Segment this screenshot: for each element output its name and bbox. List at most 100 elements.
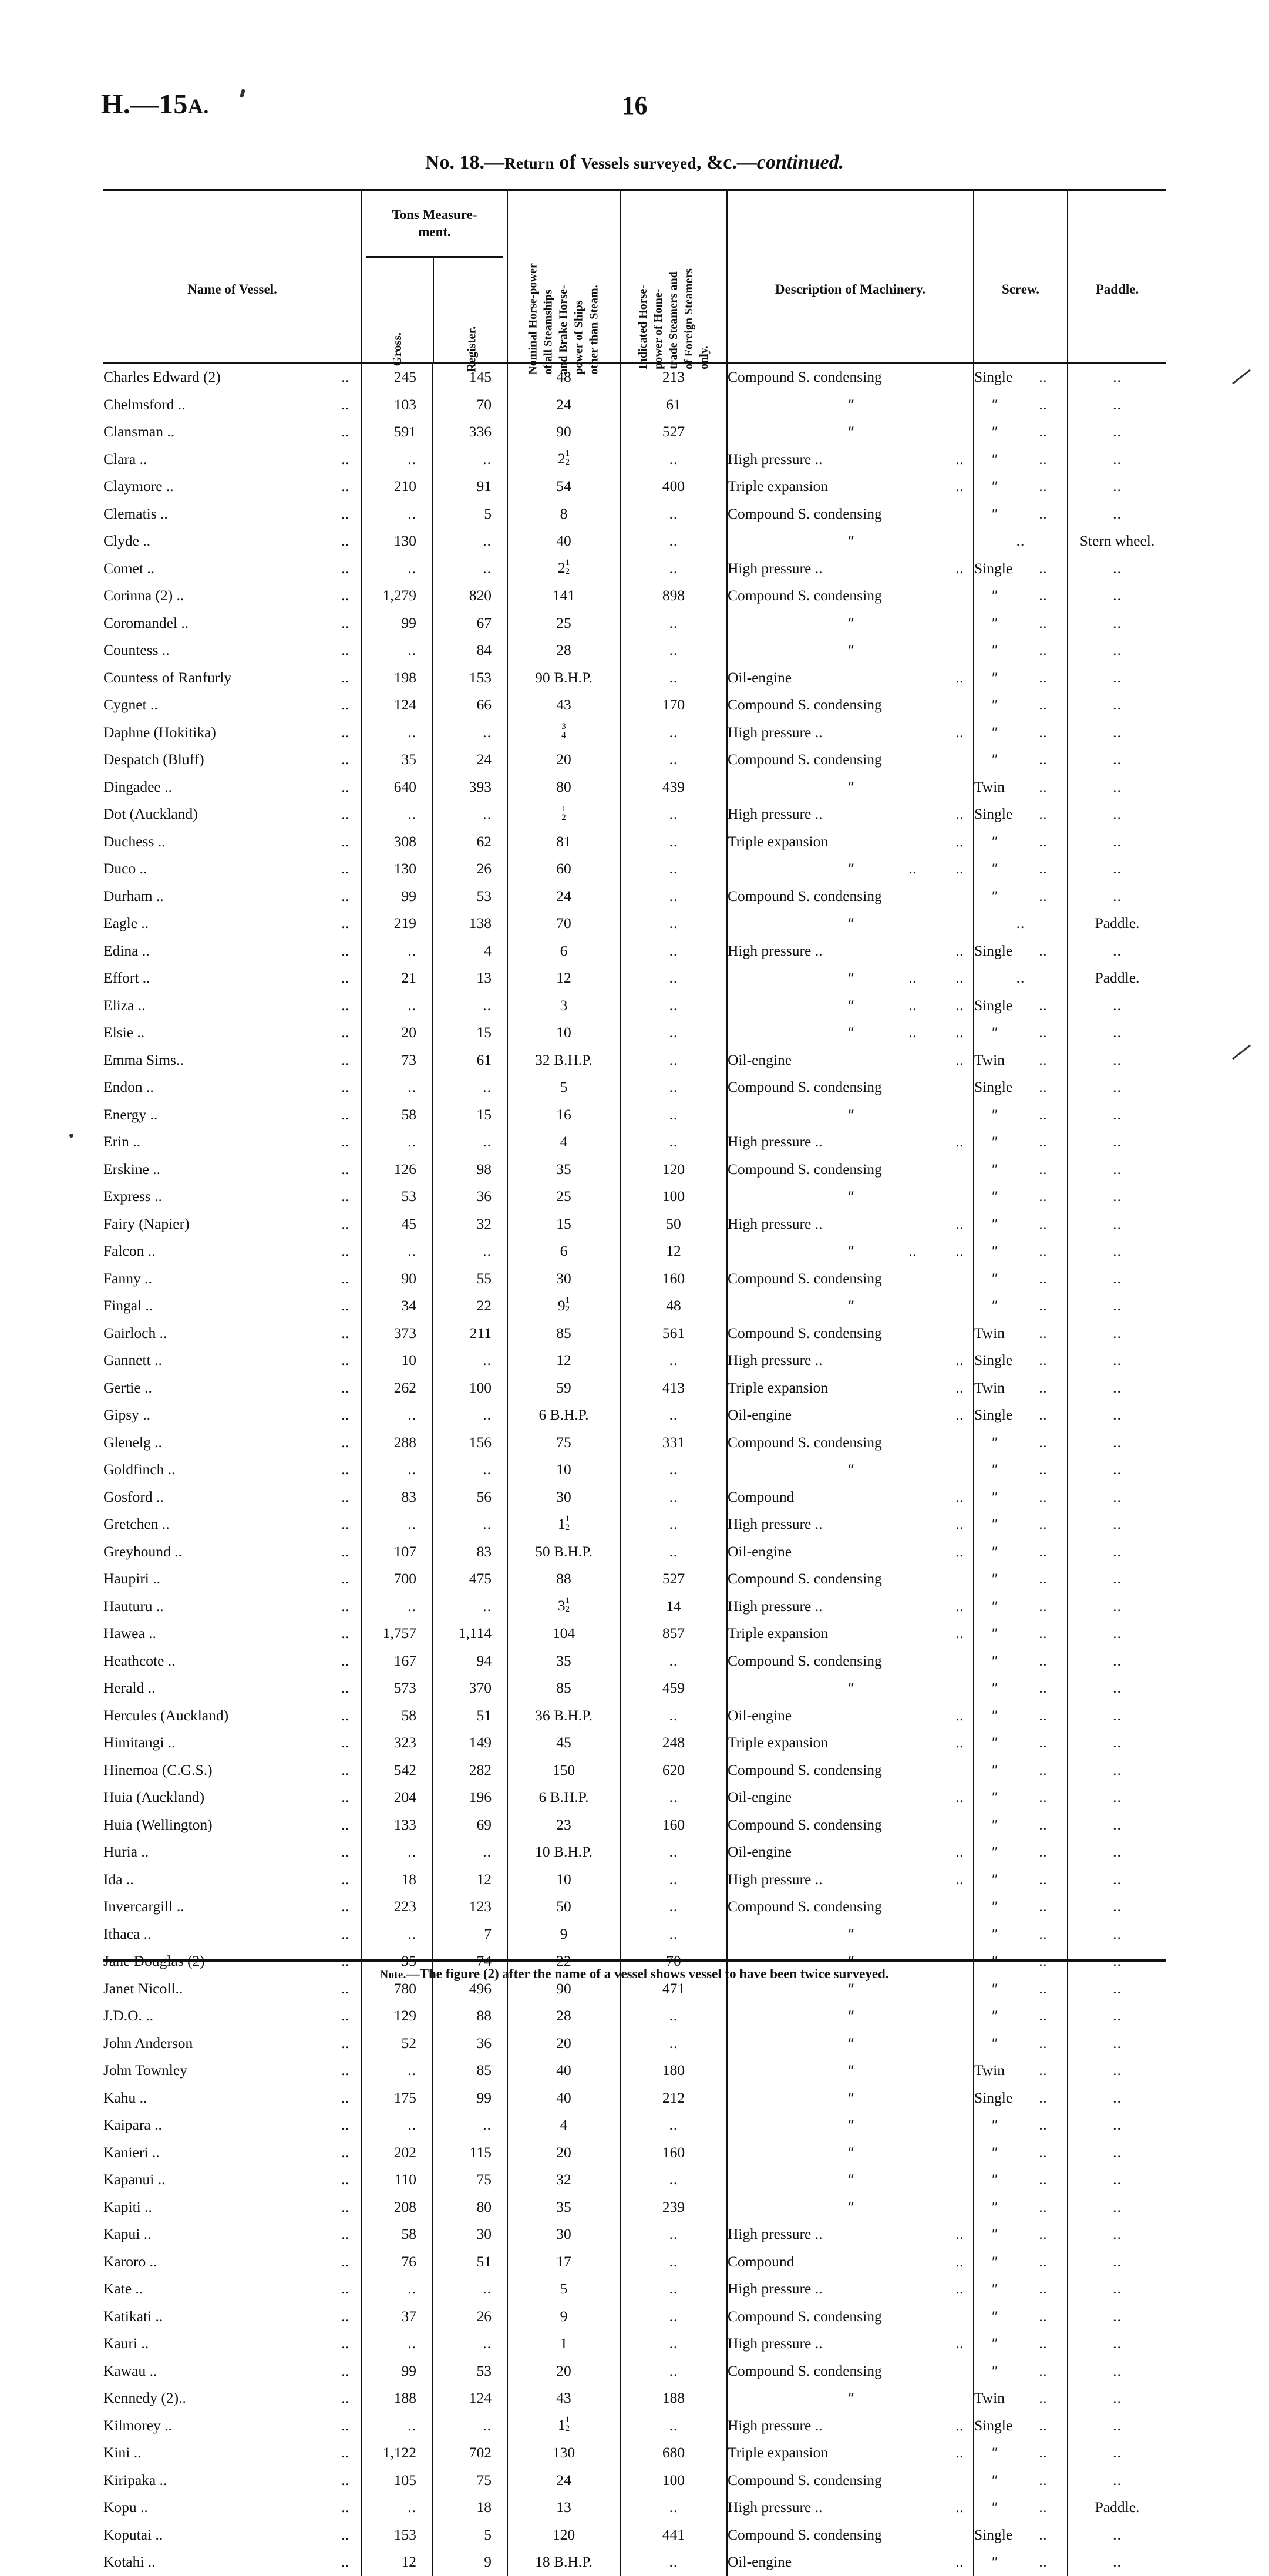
ditto-mark: ″: [992, 1597, 998, 1615]
cell-nominal-horse-power: 141: [507, 582, 620, 610]
leader-dots: ..: [341, 1761, 349, 1778]
leader-dots: ..: [341, 1351, 349, 1369]
cell-nominal-horse-power: 10: [507, 1456, 620, 1484]
cell-screw: ″..: [973, 2439, 1068, 2467]
vessel-name: Katikati ..: [103, 2307, 163, 2325]
blank-mark: ..: [1113, 2307, 1122, 2325]
cell-machinery: ″....: [726, 855, 974, 883]
leader-dots: ..: [341, 2444, 349, 2461]
cell-machinery: High pressure ....: [726, 1865, 974, 1893]
vessel-name: Emma Sims..: [103, 1051, 184, 1068]
vessel-name: Express ..: [103, 1188, 162, 1205]
leader-dots: ..: [341, 2089, 349, 2106]
screw-type: Twin: [974, 2062, 1005, 2079]
ditto-mark: ″: [847, 395, 854, 413]
cell-gross: ..: [361, 1920, 432, 1948]
cell-vessel-name: Edina ....: [103, 937, 362, 965]
blank-mark: ..: [1113, 778, 1122, 795]
cell-nominal-horse-power: 59: [507, 1374, 620, 1401]
cell-screw: ″..: [973, 1920, 1068, 1948]
cell-gross: 126: [361, 1155, 432, 1183]
cell-screw: Twin..: [973, 773, 1068, 801]
blank-mark: ..: [1113, 2280, 1122, 2298]
cell-gross: ..: [361, 500, 432, 527]
cell-register: 98: [432, 1155, 507, 1183]
table-row: Janet Nicoll.... 780 496 90 471 ″ ″....: [103, 1975, 1166, 2002]
header-tons-measurement: Tons Measure- ment. Gross. Register.: [361, 191, 507, 372]
blank-mark: ..: [1113, 1706, 1122, 1724]
cell-vessel-name: Hauturu ....: [103, 1593, 362, 1620]
vessel-name: Kahu ..: [103, 2089, 147, 2106]
cell-register: 475: [432, 1565, 507, 1593]
vessel-name: Falcon ..: [103, 1242, 156, 1260]
cell-screw: ″..: [973, 2193, 1068, 2221]
leader-dots: ..: [1039, 1133, 1047, 1151]
machinery-text: High pressure ..: [728, 2498, 823, 2516]
cell-paddle: ..: [1067, 582, 1166, 610]
cell-gross: 133: [361, 1811, 432, 1838]
cell-screw: Twin..: [973, 1319, 1068, 1347]
table-row: Huia (Auckland).. 204 196 6 B.H.P... Oil-eng…: [103, 1784, 1166, 1811]
cell-register: 1,114: [432, 1620, 507, 1647]
leader-dots: ..: [341, 1898, 349, 1915]
tons-underline: [366, 256, 503, 258]
cell-indicated-horse-power: 160: [620, 1811, 727, 1838]
machinery-text: Compound S. condensing: [728, 696, 882, 714]
cell-register: ..: [432, 2111, 507, 2139]
cell-vessel-name: Kapanui ....: [103, 2166, 362, 2194]
ditto-mark: ″: [992, 2225, 998, 2243]
cell-paddle: ..: [1067, 746, 1166, 774]
screw-type: Twin: [974, 2389, 1005, 2407]
vessel-name: Kennedy (2)..: [103, 2389, 186, 2407]
leader-dots: ..: [1039, 1406, 1047, 1424]
cell-machinery: ″: [726, 527, 974, 555]
leader-dots: ..: [1039, 1898, 1047, 1915]
blank-mark: ..: [1113, 2252, 1122, 2270]
cell-paddle: ..: [1067, 801, 1166, 828]
cell-paddle: ..: [1067, 364, 1166, 391]
cell-vessel-name: Comet ....: [103, 555, 362, 583]
vessel-name: Duco ..: [103, 860, 147, 877]
scan-speck: [69, 1134, 73, 1138]
cell-paddle: ..: [1067, 1701, 1166, 1729]
cell-paddle: ..: [1067, 1319, 1166, 1347]
machinery-text: High pressure ..: [728, 2335, 823, 2352]
cell-indicated-horse-power: ..: [620, 2330, 727, 2358]
cell-indicated-horse-power: ..: [620, 1784, 727, 1811]
cell-nominal-horse-power: 5: [507, 2275, 620, 2303]
ditto-mark: ″: [992, 1542, 998, 1560]
cell-gross: ..: [361, 1128, 432, 1156]
cell-paddle: ..: [1067, 1729, 1166, 1757]
cell-machinery: Oil-engine..: [726, 1401, 974, 1429]
cell-gross: 591: [361, 418, 432, 446]
cell-gross: 35: [361, 746, 432, 774]
cell-nominal-horse-power: 35: [507, 1155, 620, 1183]
leader-dots: ..: [341, 587, 349, 604]
leader-dots: ..: [955, 2280, 964, 2298]
ditto-mark: ″: [992, 1979, 998, 1997]
cell-screw: ″..: [973, 1019, 1068, 1047]
cell-nominal-horse-power: 45: [507, 1729, 620, 1757]
cell-machinery: ″: [726, 2193, 974, 2221]
leader-dots: ..: [341, 668, 349, 686]
cell-nominal-horse-power: 104: [507, 1620, 620, 1647]
cell-paddle: ..: [1067, 473, 1166, 500]
blank-mark: ..: [1113, 2416, 1122, 2434]
cell-nominal-horse-power: 20: [507, 2138, 620, 2166]
vessel-name: Clyde ..: [103, 532, 151, 550]
cell-paddle: ..: [1067, 1538, 1166, 1565]
table-row: Eagle .... 219 138 70.. ″.. Paddle.: [103, 910, 1166, 937]
cell-screw: ″..: [973, 1565, 1068, 1593]
leader-dots: ..: [955, 969, 964, 987]
leader-dots: ..: [955, 2416, 964, 2434]
cell-register: ..: [432, 801, 507, 828]
cell-vessel-name: Huia (Auckland)..: [103, 1784, 362, 1811]
leader-dots: ..: [341, 505, 349, 522]
caption-vessels-surveyed: Vessels surveyed: [581, 154, 696, 172]
cell-indicated-horse-power: ..: [620, 609, 727, 637]
leader-dots: ..: [341, 914, 349, 932]
cell-vessel-name: Elsie ....: [103, 1019, 362, 1047]
cell-gross: ..: [361, 2330, 432, 2358]
